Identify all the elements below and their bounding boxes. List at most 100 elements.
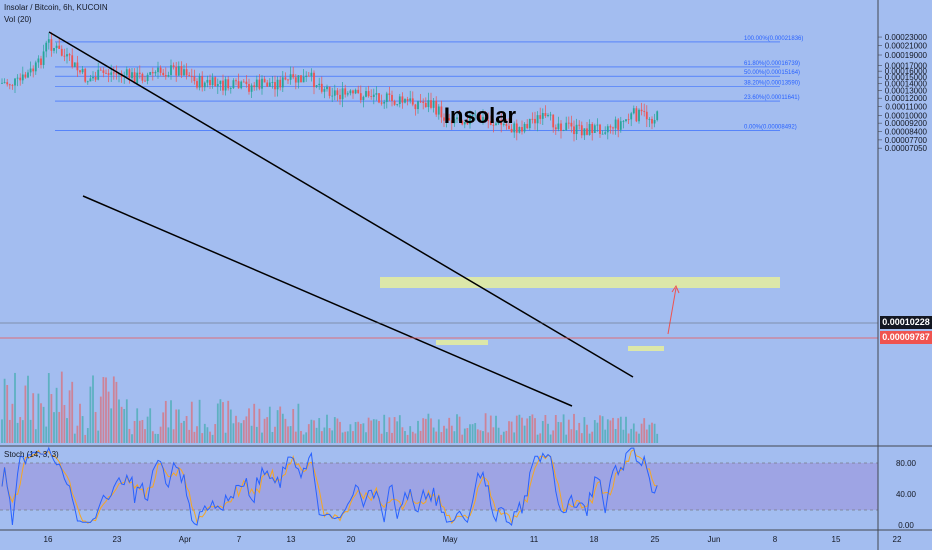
candle-body (209, 79, 211, 86)
volume-bar (255, 426, 258, 443)
volume-bar (544, 415, 547, 443)
volume-bar (354, 422, 357, 443)
volume-bar (328, 428, 331, 443)
candle-body (281, 77, 284, 88)
volume-bar (201, 433, 204, 443)
volume-bar (14, 372, 16, 443)
volume-bar (326, 414, 328, 443)
volume-bar (435, 431, 438, 443)
candle-body (401, 96, 404, 103)
candle-body (300, 75, 302, 83)
candle-body (318, 83, 321, 86)
volume-bar (656, 433, 659, 443)
candle-body (24, 74, 27, 78)
volume-bar (248, 408, 250, 443)
candle-body (583, 128, 586, 136)
fib-level-label: 38.20%(0.00013590) (744, 80, 800, 86)
candle-body (170, 65, 172, 76)
candle-body (73, 62, 76, 67)
volume-bar (289, 426, 292, 443)
candle-body (547, 114, 549, 117)
volume-bar (565, 434, 568, 443)
candle-body (461, 120, 464, 125)
volume-bar (55, 387, 58, 443)
candle-body (614, 119, 617, 129)
candle-body (396, 103, 399, 105)
volume-bar (120, 406, 123, 443)
volume-bar (24, 385, 27, 443)
volume-bar (180, 422, 183, 443)
candle-body (19, 77, 22, 81)
volume-bar (136, 408, 139, 443)
volume-bar (138, 420, 141, 443)
volume-bar (323, 427, 326, 443)
volume-bar (76, 425, 79, 443)
volume-bar (523, 425, 526, 443)
volume-bar (151, 431, 154, 443)
volume-bar (99, 396, 102, 443)
volume-bar (482, 431, 484, 443)
volume-bar (229, 409, 232, 443)
candle-body (573, 126, 575, 135)
volume-bar (500, 434, 503, 443)
time-tick-label: 22 (893, 535, 902, 544)
volume-bar (216, 403, 219, 443)
volume-bar (1, 419, 3, 443)
candle-body (456, 117, 458, 120)
candle-body (268, 82, 271, 87)
volume-bar (406, 434, 409, 443)
candle-body (42, 51, 45, 65)
volume-bar (11, 403, 14, 443)
candle-body (97, 69, 100, 80)
volume-bar (339, 421, 341, 443)
candle-body (21, 74, 24, 81)
candle-body (448, 118, 451, 121)
time-tick-label: Jun (708, 535, 721, 544)
candle-body (645, 111, 648, 120)
volume-bar (557, 421, 560, 443)
chart-title: Insolar (444, 103, 517, 128)
candle-body (110, 72, 113, 75)
candle-body (227, 79, 230, 89)
volume-bar (97, 430, 100, 443)
candle-body (526, 123, 529, 129)
volume-bar (458, 416, 461, 443)
candle-body (393, 100, 396, 105)
volume-bar (502, 431, 505, 443)
candle-body (622, 121, 625, 122)
volume-bar (268, 406, 271, 443)
candle-body (115, 73, 118, 75)
resistance-zone (380, 277, 780, 288)
candle-body (89, 78, 92, 82)
candle-body (453, 119, 456, 124)
candle-body (86, 81, 89, 83)
candle-body (183, 69, 185, 76)
candle-body (375, 93, 378, 95)
volume-bar (157, 433, 159, 443)
candle-body (50, 39, 53, 51)
candle-body (198, 76, 201, 88)
volume-bar (188, 429, 191, 443)
volume-bar (632, 423, 635, 443)
volume-bars (1, 371, 659, 443)
volume-bar (261, 432, 263, 443)
volume-bar (211, 434, 214, 443)
candle-body (240, 81, 243, 89)
candle-body (567, 122, 570, 124)
volume-bar (310, 419, 313, 443)
fib-level-label: 23.60%(0.00011641) (744, 95, 800, 101)
volume-bar (45, 426, 48, 443)
volume-bar (552, 430, 555, 443)
candle-body (536, 115, 539, 124)
volume-bar (489, 415, 492, 443)
candle-body (255, 79, 258, 88)
volume-bar (583, 417, 586, 443)
volume-bar (367, 417, 370, 443)
candle-body (588, 124, 591, 135)
candle-body (599, 124, 601, 134)
volume-bar (404, 431, 406, 443)
candle-body (258, 79, 261, 89)
candle-body (346, 93, 349, 95)
candle-body (224, 79, 227, 91)
